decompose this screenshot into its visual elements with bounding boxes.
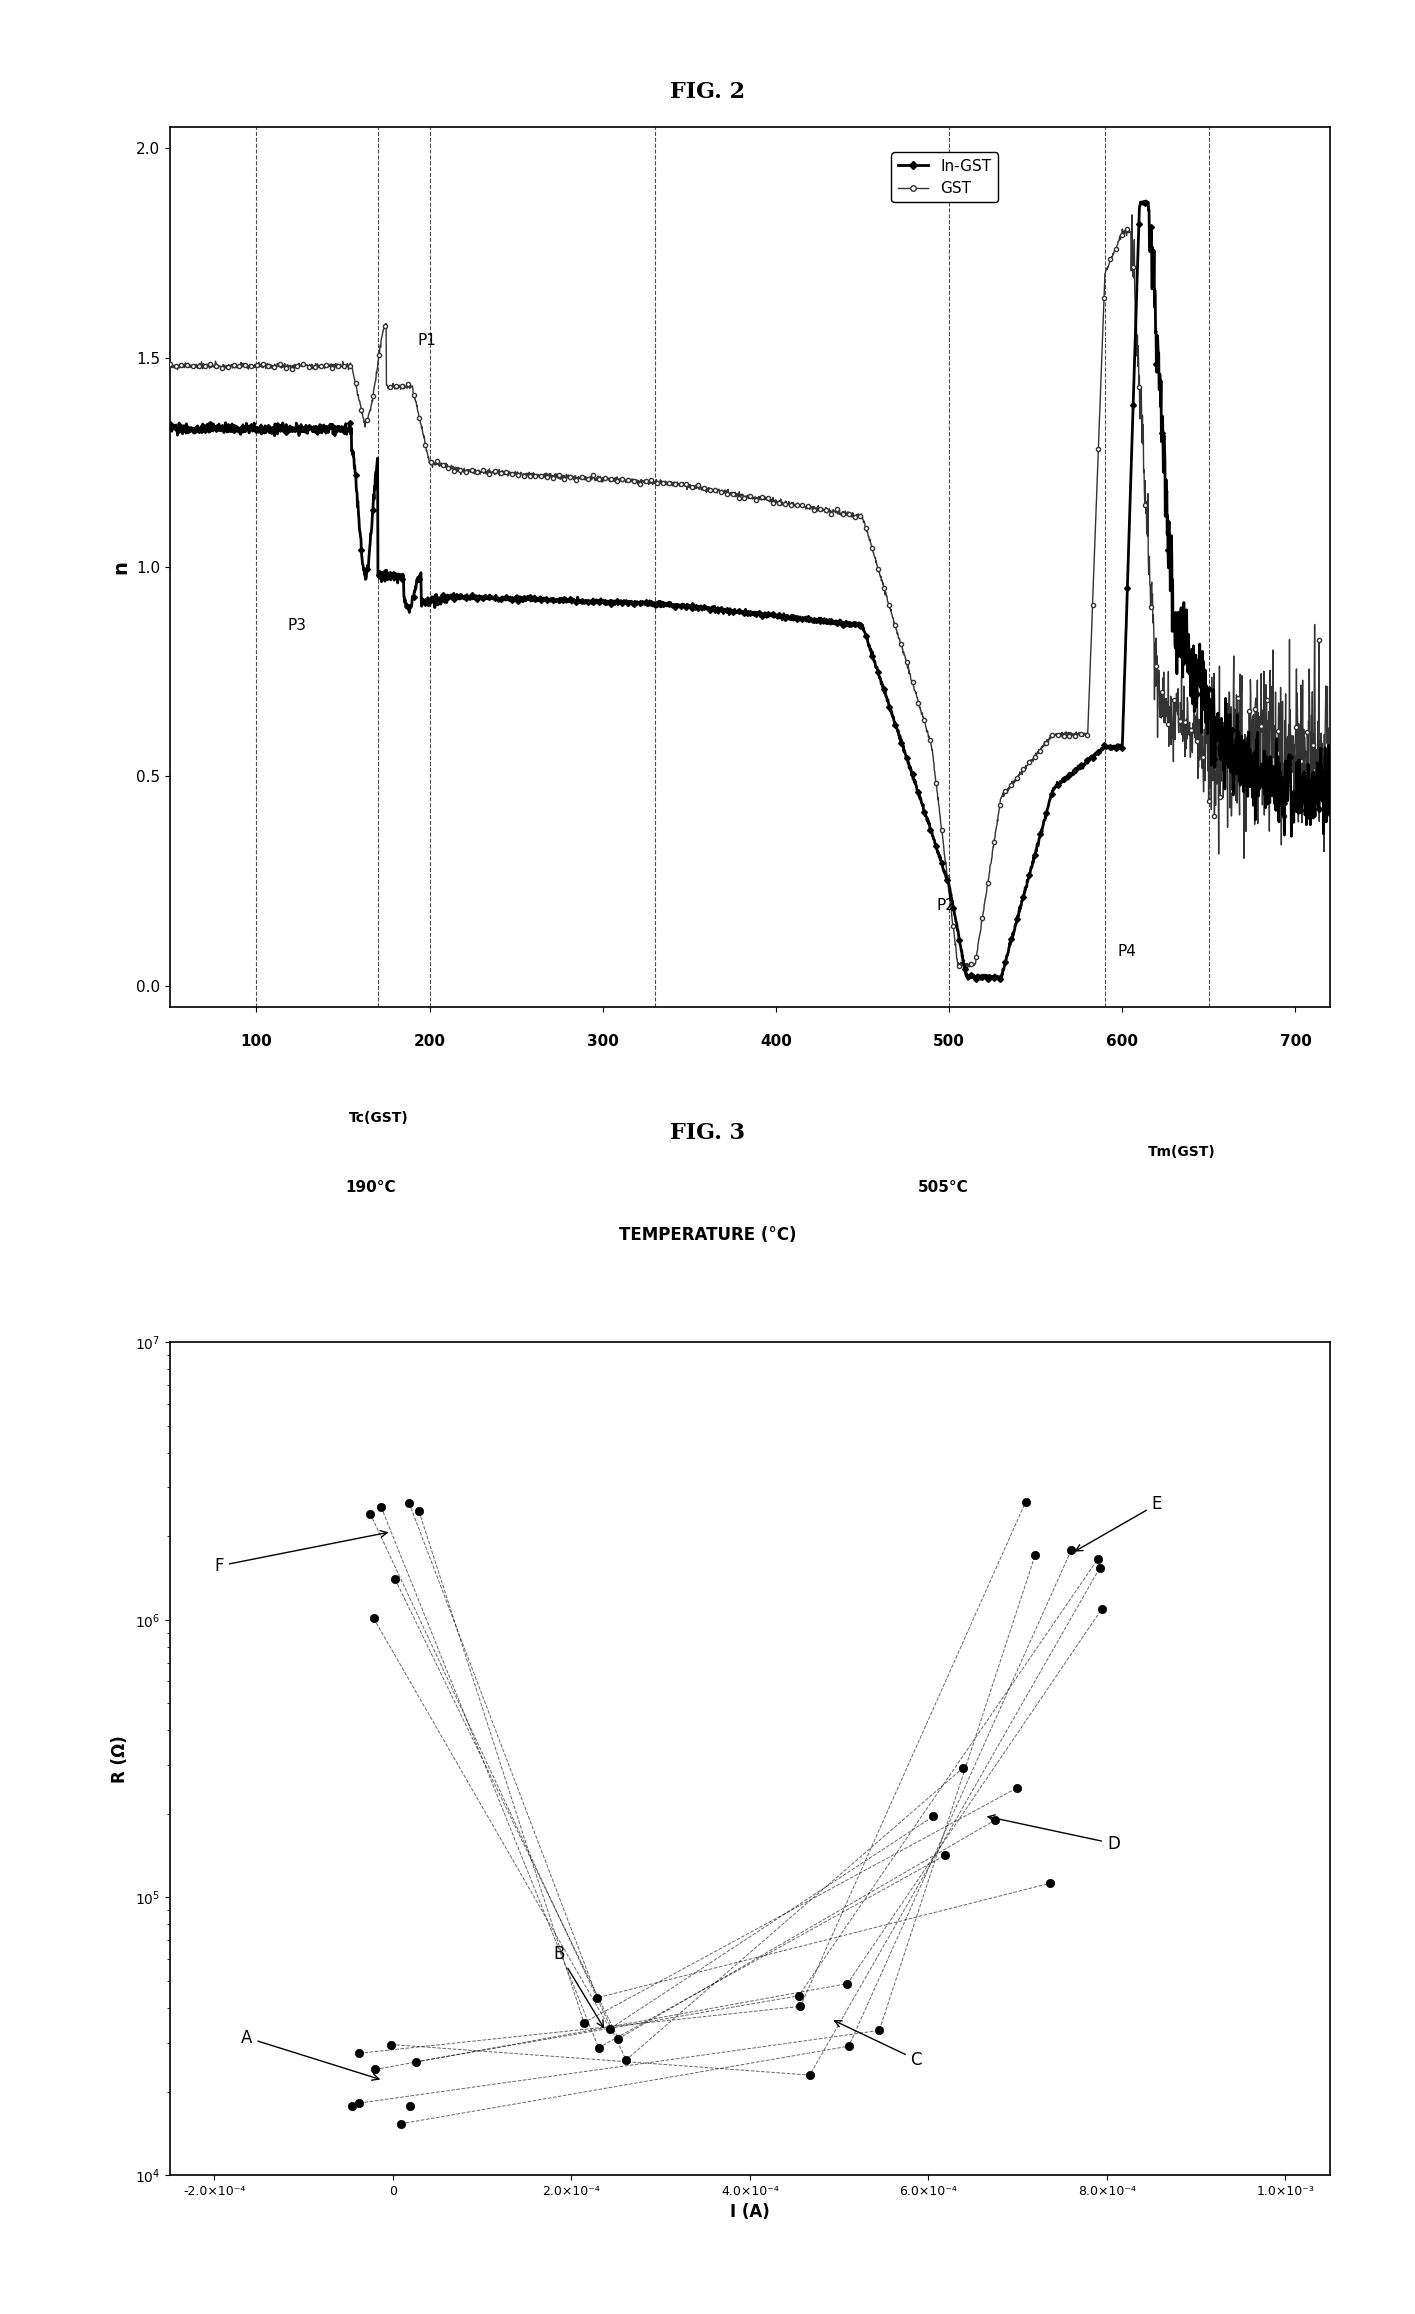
Point: [573, 2004, 596, 2041]
Text: 400: 400: [760, 1034, 792, 1048]
Text: 505°C: 505°C: [918, 1180, 969, 1194]
Point: [408, 1493, 430, 1530]
Text: 190°C: 190°C: [345, 1180, 396, 1194]
Point: [952, 1749, 975, 1786]
Point: [983, 1803, 1006, 1840]
Point: [341, 2087, 364, 2124]
Point: [369, 1488, 392, 1525]
Point: [1006, 1770, 1029, 1807]
Point: [383, 1562, 406, 1599]
Text: A: A: [241, 2029, 379, 2080]
Point: [1087, 1541, 1109, 1578]
Point: [1015, 1483, 1037, 1520]
Point: [934, 1837, 957, 1874]
Text: P4: P4: [1116, 944, 1136, 960]
Point: [867, 2011, 890, 2048]
Point: [614, 2041, 637, 2078]
Text: Tc(GST): Tc(GST): [350, 1111, 409, 1125]
Point: [1039, 1865, 1061, 1902]
Text: 200: 200: [413, 1034, 446, 1048]
Text: 700: 700: [1279, 1034, 1312, 1048]
Text: P3: P3: [287, 618, 307, 632]
Point: [587, 2029, 610, 2066]
X-axis label: I (A): I (A): [730, 2203, 770, 2221]
Text: F: F: [215, 1530, 388, 1576]
Point: [838, 2027, 860, 2064]
Point: [398, 1486, 420, 1523]
Text: B: B: [553, 1946, 603, 2027]
Point: [921, 1798, 944, 1835]
Text: Tm(GST): Tm(GST): [1148, 1145, 1215, 1159]
Point: [348, 2034, 371, 2071]
Point: [1088, 1548, 1111, 1585]
Point: [1024, 1536, 1047, 1574]
Text: FIG. 3: FIG. 3: [669, 1122, 746, 1145]
Point: [362, 1599, 385, 1636]
Point: [607, 2020, 630, 2057]
Point: [379, 2027, 402, 2064]
Point: [1090, 1590, 1112, 1627]
Y-axis label: n: n: [112, 560, 130, 574]
Point: [599, 2011, 621, 2048]
Point: [389, 2106, 412, 2143]
Point: [405, 2043, 427, 2080]
Legend: In-GST, GST: In-GST, GST: [891, 153, 998, 201]
Text: P2: P2: [937, 898, 957, 914]
Text: 500: 500: [932, 1034, 965, 1048]
Point: [586, 1978, 608, 2015]
Point: [790, 1988, 812, 2025]
Text: P1: P1: [417, 333, 436, 347]
Text: C: C: [835, 2020, 923, 2069]
Point: [359, 1495, 382, 1532]
Text: D: D: [988, 1814, 1119, 1854]
Y-axis label: R (Ω): R (Ω): [112, 1736, 129, 1782]
Point: [364, 2050, 386, 2087]
Point: [798, 2057, 821, 2094]
Point: [399, 2087, 422, 2124]
Text: 100: 100: [241, 1034, 272, 1048]
Point: [836, 1965, 859, 2002]
Text: 300: 300: [587, 1034, 618, 1048]
Text: FIG. 2: FIG. 2: [669, 81, 746, 104]
Point: [348, 2085, 371, 2122]
Text: TEMPERATURE (°C): TEMPERATURE (°C): [618, 1226, 797, 1245]
Point: [1060, 1532, 1082, 1569]
Point: [787, 1976, 809, 2013]
Text: E: E: [1075, 1495, 1162, 1550]
Text: 600: 600: [1107, 1034, 1138, 1048]
